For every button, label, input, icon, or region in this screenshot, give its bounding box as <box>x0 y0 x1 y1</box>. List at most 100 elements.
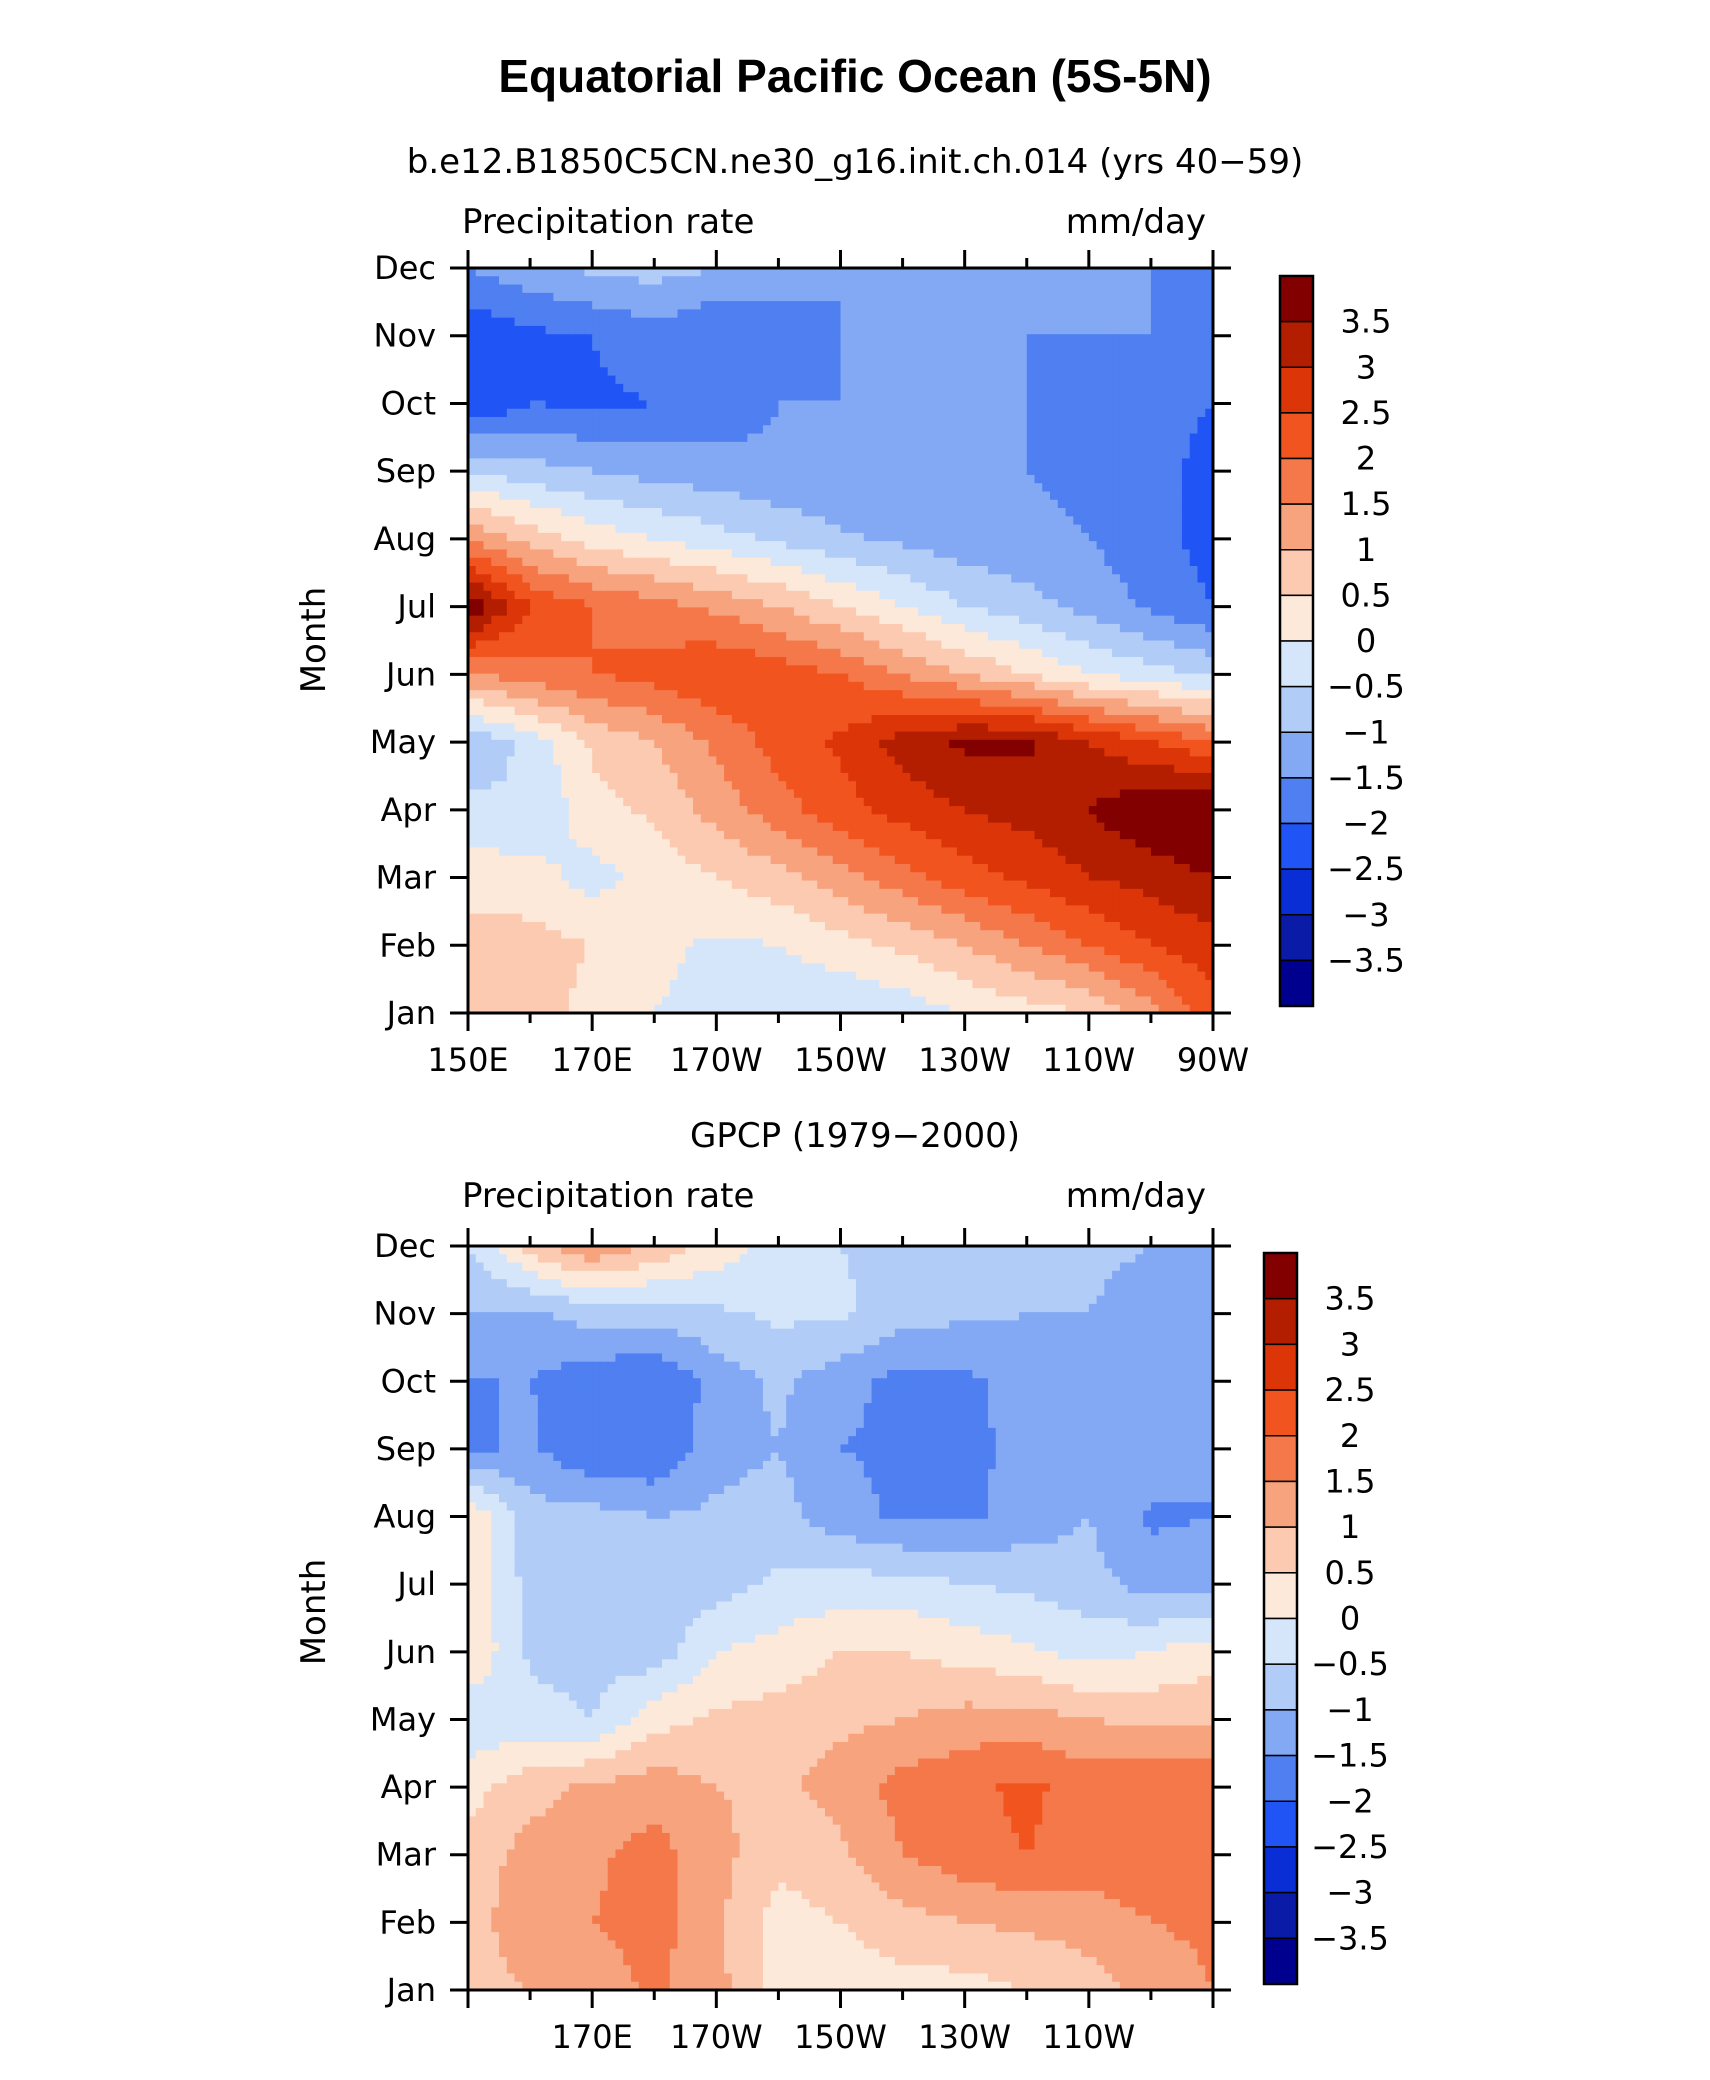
contour-cell <box>824 474 834 484</box>
contour-cell <box>1181 524 1191 534</box>
contour-cell <box>553 508 562 517</box>
contour-cell <box>615 516 624 526</box>
contour-cell <box>755 417 764 426</box>
contour-cell <box>801 690 811 700</box>
contour-cell <box>1042 582 1051 592</box>
contour-cell <box>716 541 725 551</box>
contour-cell <box>716 623 725 633</box>
contour-cell <box>607 607 617 617</box>
contour-cell <box>856 648 865 658</box>
contour-cell <box>987 392 997 402</box>
contour-cell <box>1112 325 1121 335</box>
contour-cell <box>483 483 492 493</box>
contour-cell <box>949 665 958 675</box>
contour-cell <box>1018 474 1028 484</box>
contour-cell <box>910 458 919 468</box>
contour-cell <box>537 557 547 567</box>
contour-cell <box>1181 557 1191 567</box>
contour-cell <box>1119 276 1129 286</box>
contour-cell <box>468 466 477 476</box>
contour-cell <box>817 648 826 658</box>
contour-cell <box>786 566 795 575</box>
contour-cell <box>1181 309 1191 319</box>
contour-cell <box>871 433 880 443</box>
contour-cell <box>638 417 648 426</box>
contour-cell <box>1065 615 1074 625</box>
contour-cell <box>1104 417 1113 426</box>
contour-cell <box>530 466 539 476</box>
contour-cell <box>716 441 725 451</box>
contour-cell <box>475 400 485 410</box>
contour-cell <box>1081 334 1090 344</box>
contour-cell <box>918 574 927 584</box>
contour-cell <box>786 541 795 551</box>
contour-cell <box>1143 425 1152 435</box>
contour-cell <box>902 433 911 443</box>
contour-cell <box>1127 433 1136 443</box>
contour-cell <box>1119 309 1129 319</box>
contour-cell <box>925 359 935 368</box>
contour-cell <box>1127 657 1136 666</box>
contour-cell <box>1119 632 1129 642</box>
contour-cell <box>553 499 562 509</box>
contour-cell <box>724 301 733 310</box>
contour-cell <box>949 425 958 435</box>
contour-cell <box>1119 292 1129 302</box>
contour-cell <box>824 350 834 360</box>
contour-cell <box>475 466 485 476</box>
contour-cell <box>925 383 935 393</box>
contour-cell <box>1065 499 1074 509</box>
contour-cell <box>522 607 531 617</box>
contour-cell <box>1057 673 1067 683</box>
contour-cell <box>1057 590 1067 600</box>
contour-cell <box>949 408 958 418</box>
contour-cell <box>1104 458 1113 468</box>
contour-cell <box>646 276 655 286</box>
contour-cell <box>623 524 632 534</box>
contour-cell <box>1011 284 1020 294</box>
contour-cell <box>863 400 873 410</box>
contour-cell <box>925 574 935 584</box>
contour-cell <box>506 284 516 294</box>
contour-cell <box>685 309 694 319</box>
contour-cell <box>840 466 849 476</box>
contour-cell <box>483 648 492 658</box>
contour-cell <box>863 615 873 625</box>
contour-cell <box>840 325 849 335</box>
contour-cell <box>685 301 694 310</box>
contour-cell <box>1135 284 1144 294</box>
contour-cell <box>902 408 911 418</box>
contour-cell <box>918 474 927 484</box>
contour-cell <box>530 557 539 567</box>
contour-cell <box>1057 375 1067 385</box>
contour-cell <box>1073 466 1082 476</box>
contour-cell <box>887 268 896 277</box>
contour-cell <box>925 342 935 352</box>
contour-cell <box>910 657 919 666</box>
contour-cell <box>1197 648 1206 658</box>
contour-cell <box>1166 582 1175 592</box>
contour-cell <box>778 541 787 551</box>
contour-cell <box>724 433 733 443</box>
contour-cell <box>545 367 554 377</box>
contour-cell <box>863 574 873 584</box>
contour-cell <box>910 681 919 691</box>
contour-cell <box>817 466 826 476</box>
contour-cell <box>925 474 935 484</box>
contour-cell <box>1057 665 1067 675</box>
contour-cell <box>499 359 508 368</box>
contour-cell <box>918 367 927 377</box>
contour-cell <box>522 359 531 368</box>
contour-cell <box>468 541 477 551</box>
contour-cell <box>1042 301 1051 310</box>
contour-cell <box>778 657 787 666</box>
contour-cell <box>739 408 748 418</box>
contour-cell <box>1181 690 1191 700</box>
contour-cell <box>537 690 547 700</box>
contour-cell <box>840 375 849 385</box>
contour-cell <box>755 433 764 443</box>
contour-cell <box>1003 317 1012 327</box>
contour-cell <box>995 590 1005 600</box>
contour-cell <box>1127 524 1136 534</box>
contour-cell <box>956 325 966 335</box>
